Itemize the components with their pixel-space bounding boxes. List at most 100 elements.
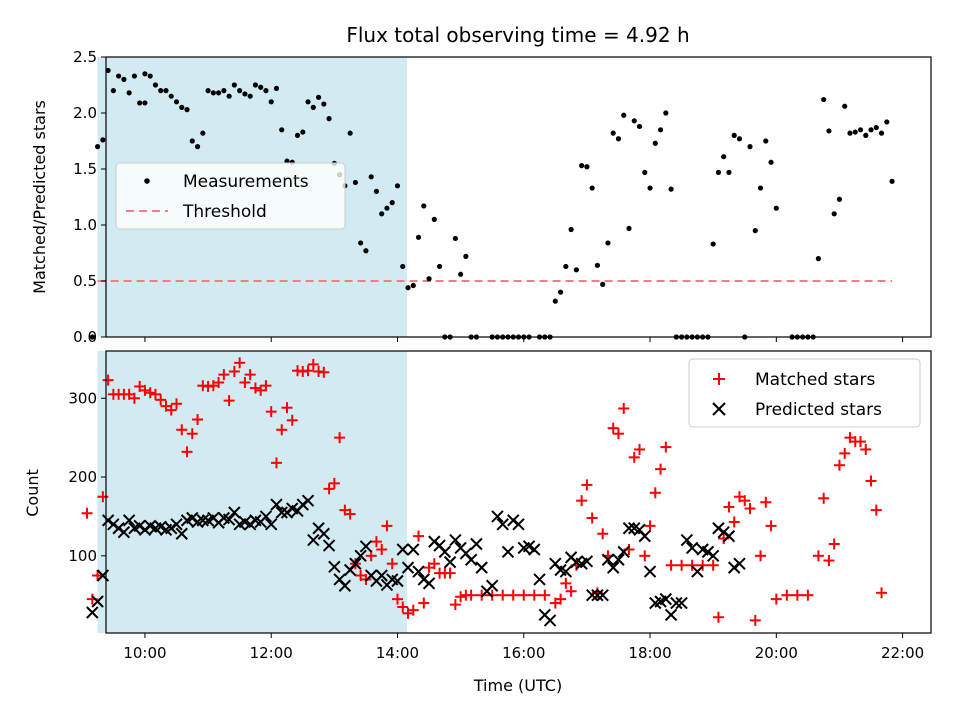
measurement-point [842, 103, 848, 109]
matched-point [876, 587, 888, 599]
measurement-point [715, 169, 722, 175]
predicted-point [559, 565, 573, 578]
matched-point [286, 414, 298, 426]
predicted-point [464, 553, 478, 566]
matched-point [791, 589, 803, 601]
bottom-panel: 100 200 300 10:00 12:00 14:00 16:00 18:00 20:00… [23, 350, 932, 695]
predicted-point [680, 533, 694, 547]
matched-point [586, 512, 598, 524]
measurement-point [273, 85, 280, 91]
predicted-point [412, 565, 425, 578]
matched-point [276, 424, 288, 436]
predicted-point [685, 541, 699, 555]
matched-point [760, 496, 772, 508]
measurement-point [626, 225, 632, 231]
predicted-point [585, 588, 599, 602]
predicted-point [301, 494, 315, 507]
matched-point [839, 447, 851, 459]
measurement-point [373, 188, 380, 194]
matched-point [712, 611, 724, 623]
matched-star-points [81, 357, 888, 626]
measurement-point [126, 90, 132, 96]
measurement-point [584, 164, 590, 170]
matched-point [612, 428, 624, 440]
matched-point [418, 597, 430, 609]
measurement-point [384, 205, 390, 211]
measurement-point [631, 118, 637, 124]
predicted-point [222, 513, 236, 526]
legend-measurement-marker [144, 178, 150, 184]
measurement-point [594, 262, 601, 268]
matched-point [665, 559, 677, 571]
bottom-y-axis-label: Count [23, 469, 42, 517]
matched-point [234, 357, 246, 369]
matched-point [555, 593, 567, 605]
measurement-point [163, 88, 169, 94]
matched-point [802, 589, 814, 601]
bottom-legend-box [688, 358, 921, 428]
matched-point [560, 577, 572, 589]
measurement-point [621, 112, 627, 118]
matched-point [728, 516, 740, 528]
measurement-point [552, 298, 558, 304]
predicted-point [733, 557, 746, 570]
measurement-point [205, 88, 211, 94]
predicted-point [491, 510, 504, 523]
measurement-point [863, 132, 869, 138]
measurement-point [610, 130, 616, 136]
measurement-point [137, 100, 143, 106]
predicted-point [170, 518, 183, 531]
matched-point [318, 366, 330, 378]
top-legend: Measurements Threshold [115, 162, 346, 230]
measurement-point [600, 281, 606, 287]
matched-point [223, 395, 235, 407]
predicted-point [606, 561, 620, 574]
matched-point [176, 424, 188, 436]
measurement-point [726, 169, 732, 175]
measurement-point [752, 228, 758, 234]
matched-point [186, 428, 198, 440]
measurement-point [394, 183, 401, 189]
measurement-point [226, 93, 232, 99]
matched-point [697, 559, 709, 571]
matched-point [812, 550, 824, 562]
predicted-point [496, 518, 509, 531]
matched-point [634, 443, 646, 455]
measurement-point [636, 123, 643, 130]
predicted-point [375, 569, 388, 582]
matched-point [770, 593, 782, 605]
top-y-tick-label: 2.0 [73, 104, 97, 122]
measurement-point [210, 90, 216, 96]
matched-point [249, 382, 261, 394]
matched-point [413, 530, 425, 542]
matched-point [239, 377, 251, 389]
measurement-point [405, 285, 411, 291]
x-tick-label: 16:00 [502, 644, 545, 662]
predicted-point [643, 565, 657, 578]
predicted-point [354, 549, 367, 563]
predicted-point [407, 543, 420, 556]
measurement-point [252, 82, 259, 88]
x-tick-label: 12:00 [250, 644, 293, 662]
matched-point [539, 589, 551, 601]
measurement-point [116, 73, 122, 79]
measurement-point [757, 185, 764, 191]
measurement-point [352, 179, 358, 186]
measurement-point [184, 107, 190, 113]
bottom-y-tick-label: 300 [68, 389, 97, 407]
measurement-point [463, 253, 469, 259]
measurement-point [142, 71, 148, 77]
predicted-point [328, 560, 341, 574]
matched-point [686, 559, 698, 571]
measurement-point [421, 203, 427, 209]
predicted-point [591, 588, 604, 602]
matched-point [155, 394, 167, 406]
predicted-point [349, 557, 362, 570]
top-y-tick-label: 0.5 [73, 272, 97, 290]
matched-point [581, 479, 593, 491]
bottom-y-tick-label: 200 [68, 468, 97, 486]
measurement-point [231, 82, 237, 88]
bottom-axes-frame [105, 350, 932, 634]
measurement-point [763, 138, 769, 144]
measurement-point [268, 99, 274, 105]
